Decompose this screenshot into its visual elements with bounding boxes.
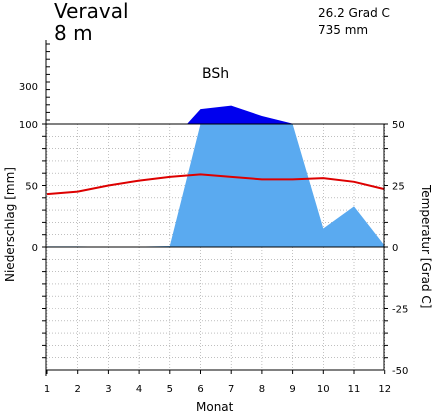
annual-precipitation: 735 mm: [318, 23, 368, 37]
right-tick-label: 50: [392, 120, 405, 131]
x-tick-label: 7: [228, 384, 234, 395]
left-axis-label: Niederschlag [mm]: [3, 167, 17, 282]
left-tick-label: 300: [19, 82, 38, 93]
x-tick-label: 8: [259, 384, 265, 395]
precipitation-series: [47, 124, 385, 247]
station-elevation: 8 m: [54, 21, 93, 45]
station-name: Veraval: [54, 0, 129, 23]
precipitation-excess-area: [186, 105, 294, 124]
x-tick-label: 6: [197, 384, 203, 395]
climate-class: BSh: [202, 66, 229, 82]
temperature-series: [46, 173, 385, 196]
mean-temperature: 26.2 Grad C: [318, 6, 390, 20]
precipitation-excess-series: [186, 105, 294, 124]
x-tick-label: 10: [317, 384, 330, 395]
x-tick-label: 9: [289, 384, 295, 395]
right-tick-label: 25: [392, 182, 405, 193]
x-axis-label: Monat: [196, 400, 234, 414]
x-tick-label: 11: [348, 384, 361, 395]
right-tick-label: 0: [392, 243, 398, 254]
right-tick-label: -25: [392, 305, 408, 316]
left-tick-label: 100: [19, 120, 38, 131]
temperature-line: [46, 173, 385, 196]
x-tick-label: 2: [75, 384, 81, 395]
x-tick-label: 5: [167, 384, 173, 395]
x-tick-label: 12: [378, 384, 391, 395]
x-tick-label: 4: [136, 384, 142, 395]
x-tick-label: 1: [44, 384, 50, 395]
precipitation-area: [47, 124, 385, 247]
axes: [42, 40, 388, 376]
left-tick-label: 50: [25, 182, 38, 193]
right-tick-label: -50: [392, 366, 408, 377]
right-axis-label: Temperatur [Grad C]: [419, 184, 433, 308]
x-tick-label: 3: [105, 384, 111, 395]
left-tick-label: 0: [32, 243, 38, 254]
